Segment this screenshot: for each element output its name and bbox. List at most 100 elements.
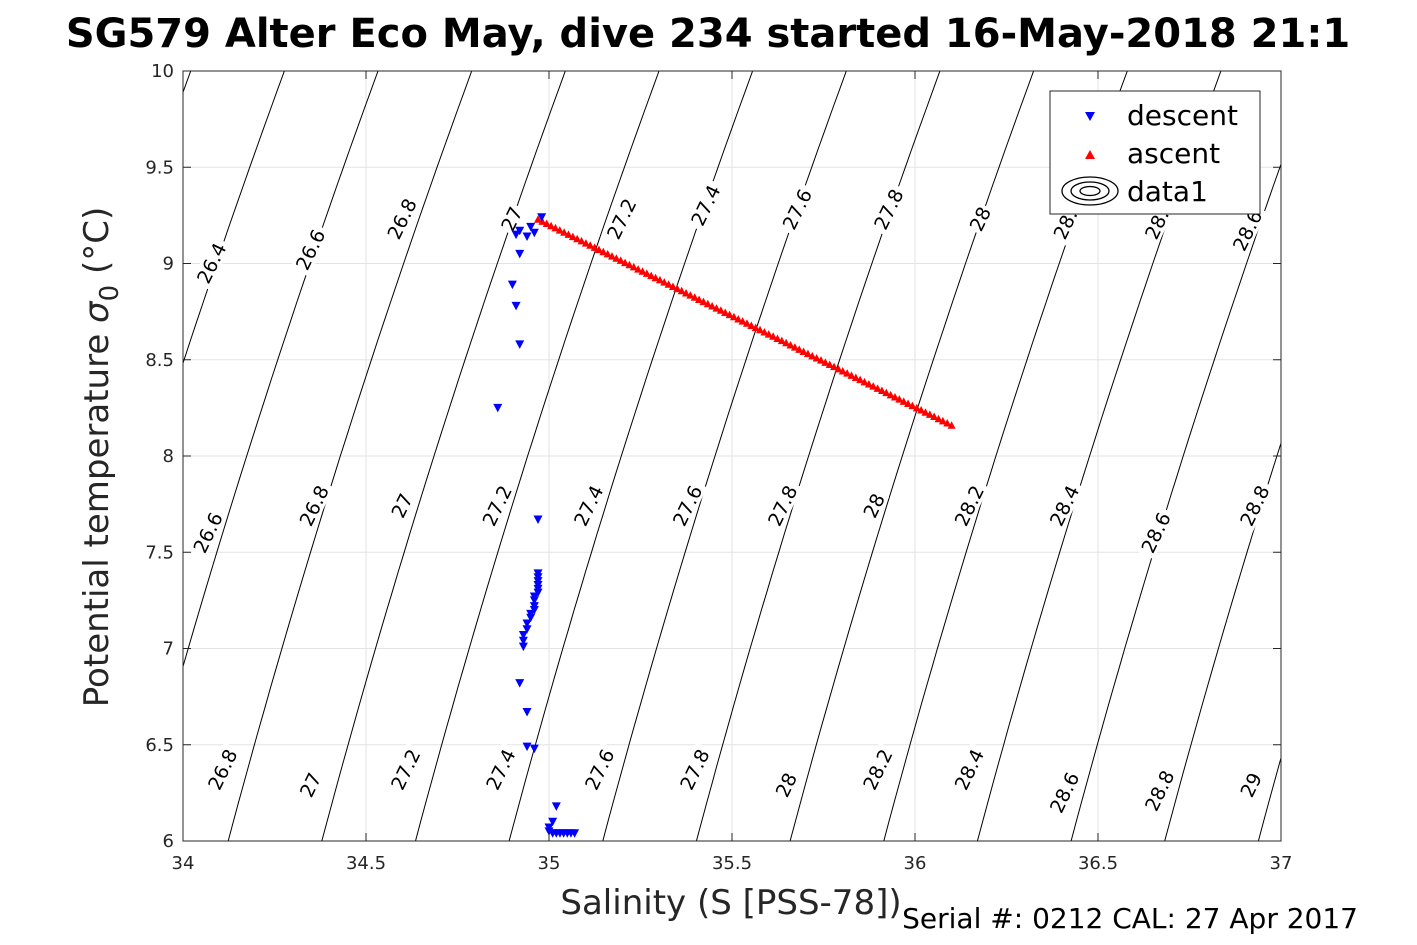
isopycnal-line xyxy=(321,71,566,841)
isopycnal-label-background xyxy=(762,478,803,533)
legend-descent-label: descent xyxy=(1127,99,1238,132)
ascent-point xyxy=(760,327,769,336)
isopycnal-label-background xyxy=(777,182,817,237)
ascent-point xyxy=(682,288,691,297)
ascent-point xyxy=(934,414,943,423)
isopycnal-label-background xyxy=(949,478,989,533)
y-axis-label-main: Potential temperature xyxy=(77,323,117,707)
descent-point xyxy=(518,631,528,640)
isopycnal-label-background xyxy=(202,742,243,797)
descent-point xyxy=(515,340,525,349)
ascent-point xyxy=(751,323,760,332)
isopycnal-label-background xyxy=(385,742,426,797)
descent-series xyxy=(493,213,580,838)
isopycnal-label-background xyxy=(1139,763,1180,818)
ascent-point xyxy=(677,286,686,295)
descent-point xyxy=(515,679,525,688)
ascent-point xyxy=(629,262,638,271)
ascent-point xyxy=(634,265,643,273)
ascent-point xyxy=(860,377,869,386)
ascent-point xyxy=(560,228,569,236)
ascent-point xyxy=(664,280,673,288)
isopycnal-label-background xyxy=(685,178,726,233)
x-tick-label: 36.5 xyxy=(1078,853,1118,874)
isopycnal-label-background xyxy=(480,742,521,797)
ascent-point xyxy=(621,258,630,267)
ascent-point xyxy=(899,397,908,405)
ascent-point xyxy=(769,332,778,340)
ascent-point xyxy=(608,252,617,260)
isopycnal-line xyxy=(602,71,847,841)
ascent-series xyxy=(534,215,956,429)
descent-point xyxy=(522,619,532,628)
isopycnal-line xyxy=(414,71,660,841)
descent-point xyxy=(548,817,558,827)
ascent-point xyxy=(943,419,952,427)
descent-point xyxy=(529,228,539,238)
descent-point xyxy=(518,642,528,652)
y-tick-label: 6.5 xyxy=(145,735,174,756)
descent-point xyxy=(511,230,521,240)
x-tick-label: 34.5 xyxy=(346,853,386,874)
legend-data1-contour-icon xyxy=(1061,176,1119,206)
descent-point xyxy=(515,249,525,259)
ascent-point xyxy=(938,416,947,425)
isopycnal-label-background xyxy=(601,191,642,246)
ascent-point xyxy=(843,369,852,377)
y-tick-label: 9.5 xyxy=(145,157,174,178)
ascent-point xyxy=(586,241,595,249)
isopycnal-line xyxy=(508,71,754,841)
ascent-point xyxy=(555,226,564,234)
isopycnal-label-background xyxy=(857,742,898,797)
ascent-point xyxy=(642,269,651,277)
legend-box xyxy=(1049,90,1261,215)
ascent-point xyxy=(812,353,821,362)
isopycnal-label-background xyxy=(1135,505,1176,560)
x-tick-label: 36 xyxy=(904,853,927,874)
ascent-point xyxy=(851,373,860,382)
ascent-point xyxy=(547,221,556,230)
ascent-point xyxy=(834,364,843,373)
ascent-point xyxy=(808,351,817,360)
isopycnal-label-background xyxy=(386,488,417,523)
ascent-point xyxy=(638,267,647,275)
ascent-point xyxy=(655,275,664,284)
legend-ascent-marker xyxy=(1085,150,1095,159)
ascent-point xyxy=(925,410,934,418)
ascent-point xyxy=(747,321,756,329)
ascent-point xyxy=(695,295,704,303)
descent-point xyxy=(537,213,547,222)
isopycnal-line xyxy=(183,71,285,365)
isopycnal-label-background xyxy=(187,505,228,560)
ascent-point xyxy=(869,382,878,390)
descent-point xyxy=(522,232,532,242)
y-tick-label: 8 xyxy=(163,446,174,467)
descent-point xyxy=(507,280,517,290)
descent-point xyxy=(533,515,543,525)
y-tick-label: 8.5 xyxy=(145,350,174,371)
ascent-point xyxy=(756,325,765,334)
ascent-point xyxy=(864,380,873,388)
ascent-point xyxy=(921,408,930,416)
ascent-point xyxy=(542,219,551,228)
ascent-point xyxy=(538,217,547,225)
serial-calibration-footer: Serial #: 0212 CAL: 27 Apr 2017 xyxy=(902,902,1358,935)
ascent-point xyxy=(886,390,895,399)
descent-point xyxy=(522,742,532,752)
ascent-point xyxy=(734,314,743,323)
isopycnal-labels: 26.4 26.626.8 27 27.2 27.4 27.6 27.8 28 28.2 28.4… xyxy=(187,178,1275,820)
isopycnal-line xyxy=(695,71,941,841)
ascent-point xyxy=(590,243,599,251)
y-tick-label: 6 xyxy=(163,831,174,852)
ascent-point xyxy=(708,301,717,310)
descent-point xyxy=(529,596,539,605)
isopycnal-label-background xyxy=(667,478,708,533)
ascent-point xyxy=(786,340,795,349)
ascent-point xyxy=(873,384,882,392)
ascent-point xyxy=(612,254,621,262)
ascent-point xyxy=(699,297,708,306)
ascent-point xyxy=(821,358,830,366)
y-axis-label-subscript: 0 xyxy=(95,285,125,302)
descent-point xyxy=(522,708,532,717)
ascent-point xyxy=(673,284,682,293)
